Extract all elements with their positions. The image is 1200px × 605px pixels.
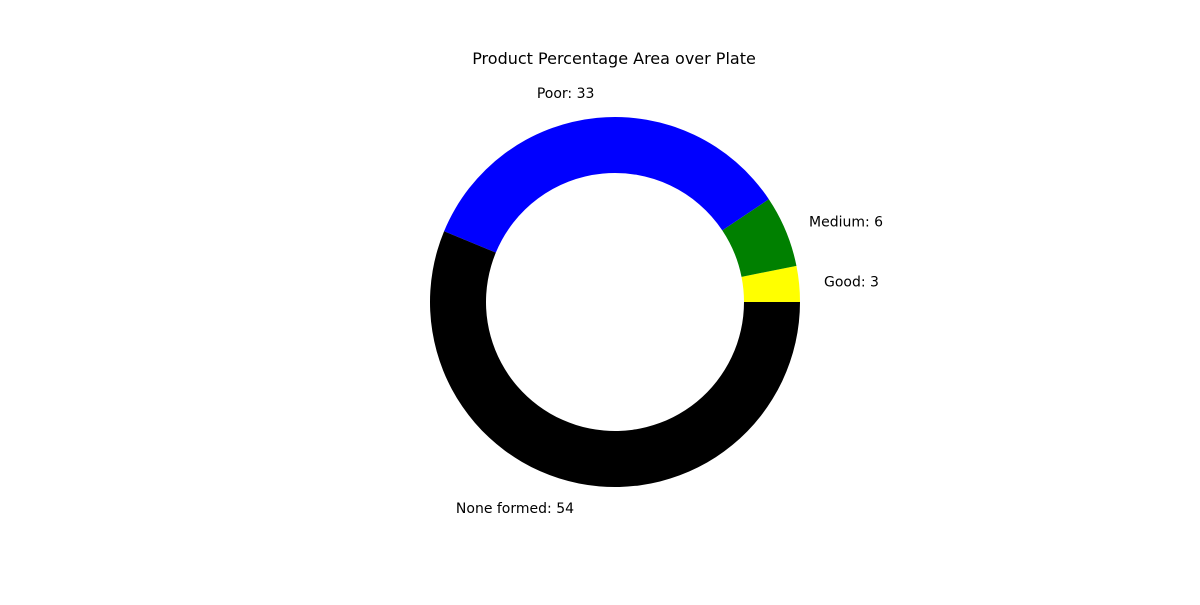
donut-slice-none-formed <box>430 231 800 487</box>
donut-slice-poor <box>444 116 769 253</box>
slice-label-poor: Poor: 33 <box>537 86 595 102</box>
slice-labels: Good: 3 Medium: 6 Poor: 33 None formed: 54 <box>456 86 883 517</box>
chart-title: Product Percentage Area over Plate <box>472 49 756 68</box>
slice-label-medium: Medium: 6 <box>809 215 883 231</box>
slice-label-good: Good: 3 <box>824 274 879 290</box>
donut-slices <box>430 116 801 487</box>
slice-label-none-formed: None formed: 54 <box>456 501 574 517</box>
donut-slice-medium <box>722 199 797 277</box>
donut-slice-good <box>741 265 801 302</box>
